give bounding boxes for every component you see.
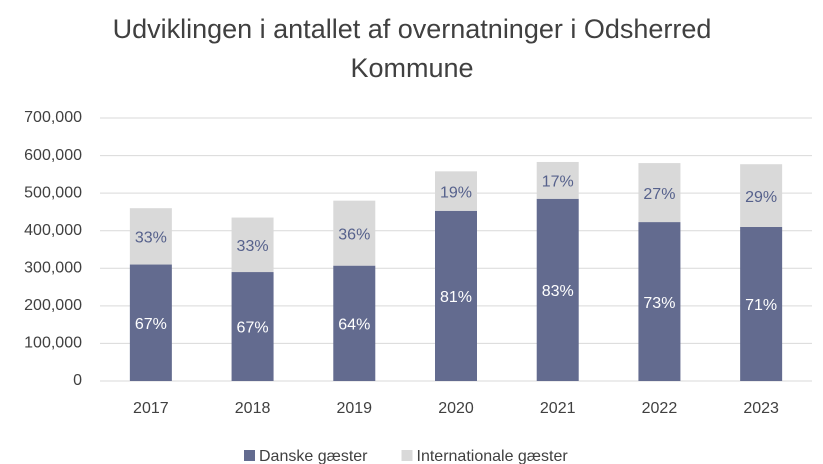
chart-title: Udviklingen i antallet af overnatninger … bbox=[112, 14, 712, 83]
bar-segment bbox=[740, 164, 783, 227]
data-label: 36% bbox=[338, 226, 370, 243]
data-label: 64% bbox=[338, 317, 370, 334]
y-tick-label: 400,000 bbox=[24, 222, 82, 239]
legend-label: Internationale gæster bbox=[417, 448, 569, 464]
x-tick-label: 2020 bbox=[438, 400, 474, 417]
bar-segment bbox=[129, 264, 172, 381]
legend-swatch bbox=[244, 450, 255, 461]
data-label: 33% bbox=[135, 230, 167, 247]
data-label: 67% bbox=[135, 316, 167, 333]
data-label: 73% bbox=[643, 295, 675, 312]
x-tick-label: 2019 bbox=[336, 400, 372, 417]
data-label: 17% bbox=[542, 174, 574, 191]
data-label: 27% bbox=[643, 186, 675, 203]
x-tick-label: 2021 bbox=[540, 400, 576, 417]
y-tick-label: 200,000 bbox=[24, 297, 82, 314]
legend-swatch bbox=[401, 450, 413, 461]
x-tick-label: 2017 bbox=[133, 400, 169, 417]
bar-segment bbox=[536, 198, 579, 381]
y-tick-label: 300,000 bbox=[24, 260, 82, 277]
x-tick-label: 2022 bbox=[642, 400, 678, 417]
x-tick-label: 2023 bbox=[743, 400, 779, 417]
bar-segment bbox=[536, 161, 579, 199]
data-label: 71% bbox=[745, 297, 777, 314]
y-tick-label: 600,000 bbox=[24, 147, 82, 164]
x-tick-label: 2018 bbox=[235, 400, 271, 417]
data-label: 19% bbox=[440, 184, 472, 201]
bar-segment bbox=[638, 163, 681, 223]
bar-segment bbox=[435, 171, 477, 211]
bar-segment bbox=[231, 272, 274, 381]
data-label: 83% bbox=[542, 283, 574, 300]
bar-segment bbox=[333, 265, 376, 381]
y-tick-label: 0 bbox=[73, 372, 82, 389]
bar-segment bbox=[740, 226, 783, 381]
data-label: 29% bbox=[745, 189, 777, 206]
bar-segment bbox=[333, 200, 376, 266]
data-label: 33% bbox=[237, 238, 269, 255]
legend-label: Danske gæster bbox=[259, 448, 368, 464]
y-tick-label: 700,000 bbox=[24, 109, 82, 126]
bar-segment bbox=[638, 222, 681, 381]
y-tick-label: 100,000 bbox=[24, 335, 82, 352]
bar-segment bbox=[129, 208, 172, 265]
data-label: 67% bbox=[237, 320, 269, 337]
bar-segment bbox=[231, 217, 274, 273]
bar-segment bbox=[435, 210, 477, 381]
data-label: 81% bbox=[440, 289, 472, 306]
y-tick-label: 500,000 bbox=[24, 184, 82, 201]
